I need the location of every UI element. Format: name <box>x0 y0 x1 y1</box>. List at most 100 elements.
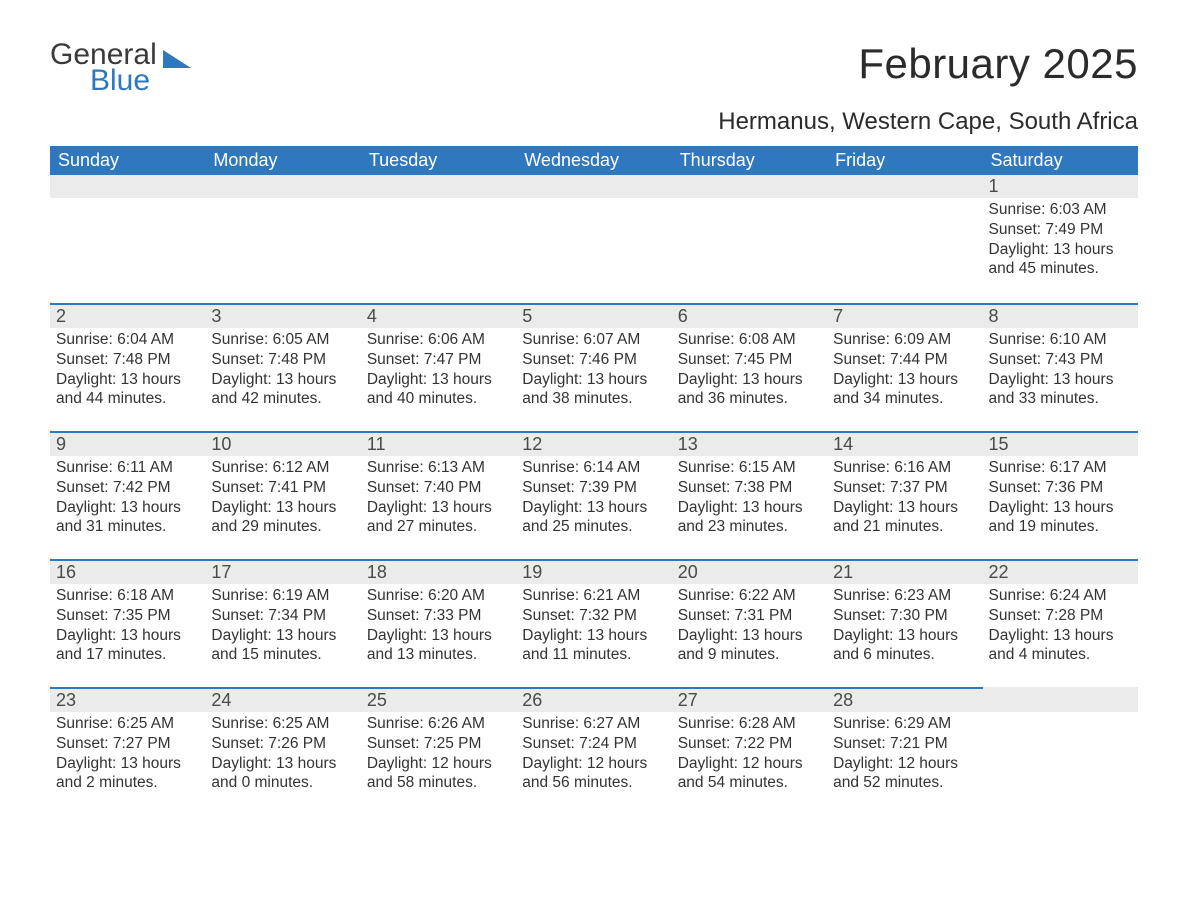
sunset-line: Sunset: 7:39 PM <box>522 478 665 498</box>
calendar-cell: 16Sunrise: 6:18 AMSunset: 7:35 PMDayligh… <box>50 559 205 687</box>
sunrise-line: Sunrise: 6:14 AM <box>522 458 665 478</box>
daylight-line: Daylight: 13 hours and 45 minutes. <box>989 240 1132 280</box>
sunrise-line: Sunrise: 6:25 AM <box>56 714 199 734</box>
daylight-line: Daylight: 13 hours and 44 minutes. <box>56 370 199 410</box>
sunset-line: Sunset: 7:26 PM <box>211 734 354 754</box>
day-details: Sunrise: 6:28 AMSunset: 7:22 PMDaylight:… <box>672 712 827 797</box>
daylight-line: Daylight: 13 hours and 40 minutes. <box>367 370 510 410</box>
calendar-cell: 24Sunrise: 6:25 AMSunset: 7:26 PMDayligh… <box>205 687 360 815</box>
calendar-cell: 28Sunrise: 6:29 AMSunset: 7:21 PMDayligh… <box>827 687 982 815</box>
day-details: Sunrise: 6:15 AMSunset: 7:38 PMDaylight:… <box>672 456 827 541</box>
daynum-bar-empty <box>827 175 982 198</box>
calendar-cell: 4Sunrise: 6:06 AMSunset: 7:47 PMDaylight… <box>361 303 516 431</box>
calendar-cell: 27Sunrise: 6:28 AMSunset: 7:22 PMDayligh… <box>672 687 827 815</box>
calendar-body: 1Sunrise: 6:03 AMSunset: 7:49 PMDaylight… <box>50 175 1138 815</box>
daylight-line: Daylight: 13 hours and 19 minutes. <box>989 498 1132 538</box>
sunset-line: Sunset: 7:30 PM <box>833 606 976 626</box>
day-details: Sunrise: 6:23 AMSunset: 7:30 PMDaylight:… <box>827 584 982 669</box>
calendar-cell: 20Sunrise: 6:22 AMSunset: 7:31 PMDayligh… <box>672 559 827 687</box>
weekday-header: Friday <box>827 146 982 175</box>
month-title: February 2025 <box>718 40 1138 88</box>
weekday-header: Thursday <box>672 146 827 175</box>
daylight-line: Daylight: 13 hours and 38 minutes. <box>522 370 665 410</box>
sunrise-line: Sunrise: 6:22 AM <box>678 586 821 606</box>
calendar-cell: 23Sunrise: 6:25 AMSunset: 7:27 PMDayligh… <box>50 687 205 815</box>
daylight-line: Daylight: 13 hours and 13 minutes. <box>367 626 510 666</box>
daylight-line: Daylight: 13 hours and 25 minutes. <box>522 498 665 538</box>
sunset-line: Sunset: 7:37 PM <box>833 478 976 498</box>
daylight-line: Daylight: 13 hours and 33 minutes. <box>989 370 1132 410</box>
day-number: 4 <box>361 303 516 328</box>
day-number: 24 <box>205 687 360 712</box>
day-details: Sunrise: 6:27 AMSunset: 7:24 PMDaylight:… <box>516 712 671 797</box>
calendar-cell: 10Sunrise: 6:12 AMSunset: 7:41 PMDayligh… <box>205 431 360 559</box>
daylight-line: Daylight: 13 hours and 6 minutes. <box>833 626 976 666</box>
day-number: 15 <box>983 431 1138 456</box>
day-number: 26 <box>516 687 671 712</box>
sunrise-line: Sunrise: 6:05 AM <box>211 330 354 350</box>
sunrise-line: Sunrise: 6:11 AM <box>56 458 199 478</box>
day-number: 8 <box>983 303 1138 328</box>
day-details: Sunrise: 6:21 AMSunset: 7:32 PMDaylight:… <box>516 584 671 669</box>
sunset-line: Sunset: 7:32 PM <box>522 606 665 626</box>
daylight-line: Daylight: 12 hours and 56 minutes. <box>522 754 665 794</box>
sunrise-line: Sunrise: 6:19 AM <box>211 586 354 606</box>
daylight-line: Daylight: 13 hours and 27 minutes. <box>367 498 510 538</box>
sunset-line: Sunset: 7:21 PM <box>833 734 976 754</box>
day-number: 12 <box>516 431 671 456</box>
sunrise-line: Sunrise: 6:27 AM <box>522 714 665 734</box>
day-number: 23 <box>50 687 205 712</box>
sunrise-line: Sunrise: 6:20 AM <box>367 586 510 606</box>
sunrise-line: Sunrise: 6:28 AM <box>678 714 821 734</box>
sunrise-line: Sunrise: 6:15 AM <box>678 458 821 478</box>
sunset-line: Sunset: 7:22 PM <box>678 734 821 754</box>
daynum-bar-empty <box>205 175 360 198</box>
day-details: Sunrise: 6:29 AMSunset: 7:21 PMDaylight:… <box>827 712 982 797</box>
sunset-line: Sunset: 7:45 PM <box>678 350 821 370</box>
daylight-line: Daylight: 13 hours and 42 minutes. <box>211 370 354 410</box>
weekday-header: Monday <box>205 146 360 175</box>
day-number: 28 <box>827 687 982 712</box>
sunset-line: Sunset: 7:31 PM <box>678 606 821 626</box>
calendar-cell: 26Sunrise: 6:27 AMSunset: 7:24 PMDayligh… <box>516 687 671 815</box>
sunrise-line: Sunrise: 6:23 AM <box>833 586 976 606</box>
day-details: Sunrise: 6:03 AMSunset: 7:49 PMDaylight:… <box>983 198 1138 283</box>
sunrise-line: Sunrise: 6:18 AM <box>56 586 199 606</box>
day-number: 3 <box>205 303 360 328</box>
day-details: Sunrise: 6:04 AMSunset: 7:48 PMDaylight:… <box>50 328 205 413</box>
day-details: Sunrise: 6:22 AMSunset: 7:31 PMDaylight:… <box>672 584 827 669</box>
day-number: 13 <box>672 431 827 456</box>
sunset-line: Sunset: 7:47 PM <box>367 350 510 370</box>
day-number: 20 <box>672 559 827 584</box>
calendar-cell: 17Sunrise: 6:19 AMSunset: 7:34 PMDayligh… <box>205 559 360 687</box>
day-number: 1 <box>983 175 1138 198</box>
day-number: 10 <box>205 431 360 456</box>
day-number: 21 <box>827 559 982 584</box>
daylight-line: Daylight: 12 hours and 54 minutes. <box>678 754 821 794</box>
sunrise-line: Sunrise: 6:06 AM <box>367 330 510 350</box>
sunset-line: Sunset: 7:38 PM <box>678 478 821 498</box>
calendar-cell <box>205 175 360 303</box>
sunset-line: Sunset: 7:34 PM <box>211 606 354 626</box>
day-details: Sunrise: 6:24 AMSunset: 7:28 PMDaylight:… <box>983 584 1138 669</box>
day-number: 27 <box>672 687 827 712</box>
day-number: 18 <box>361 559 516 584</box>
day-details: Sunrise: 6:11 AMSunset: 7:42 PMDaylight:… <box>50 456 205 541</box>
sunset-line: Sunset: 7:36 PM <box>989 478 1132 498</box>
sunset-line: Sunset: 7:25 PM <box>367 734 510 754</box>
day-details: Sunrise: 6:16 AMSunset: 7:37 PMDaylight:… <box>827 456 982 541</box>
day-number: 25 <box>361 687 516 712</box>
day-details: Sunrise: 6:13 AMSunset: 7:40 PMDaylight:… <box>361 456 516 541</box>
sunset-line: Sunset: 7:49 PM <box>989 220 1132 240</box>
sunrise-line: Sunrise: 6:25 AM <box>211 714 354 734</box>
sunrise-line: Sunrise: 6:17 AM <box>989 458 1132 478</box>
day-number: 22 <box>983 559 1138 584</box>
day-number: 16 <box>50 559 205 584</box>
calendar-cell <box>361 175 516 303</box>
calendar-cell: 13Sunrise: 6:15 AMSunset: 7:38 PMDayligh… <box>672 431 827 559</box>
sunset-line: Sunset: 7:40 PM <box>367 478 510 498</box>
day-number: 5 <box>516 303 671 328</box>
weekday-header: Tuesday <box>361 146 516 175</box>
daynum-bar-empty <box>983 687 1138 712</box>
sunrise-line: Sunrise: 6:08 AM <box>678 330 821 350</box>
